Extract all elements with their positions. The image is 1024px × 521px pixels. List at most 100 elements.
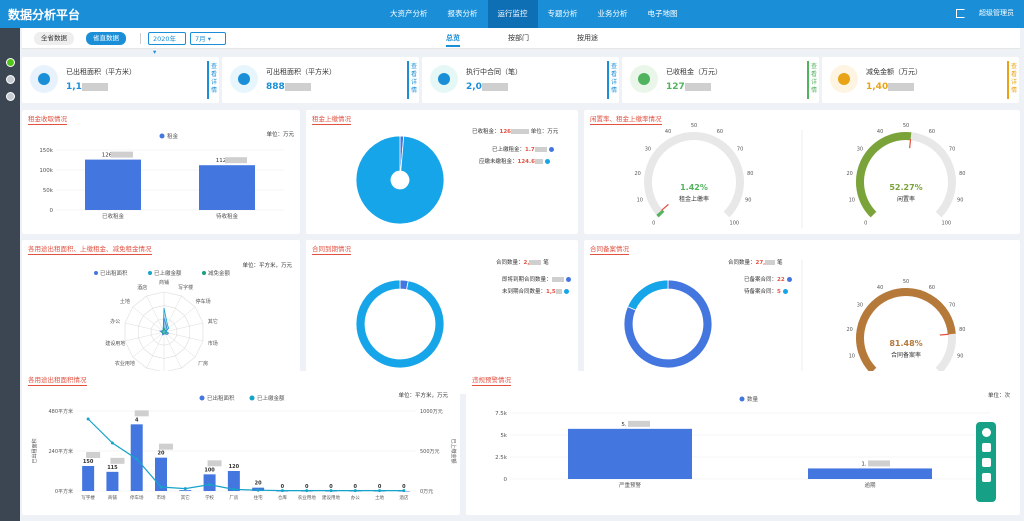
warning-panel: 违规预警情况 数量 0 2.5k 5k 7.5k 5. 严重预警 1. 逾期 单位：次 bbox=[466, 371, 1020, 515]
help-icon[interactable] bbox=[981, 428, 991, 437]
print-icon[interactable] bbox=[981, 473, 991, 482]
x-tick-label: 酒店 bbox=[399, 494, 408, 501]
calendar-icon[interactable] bbox=[981, 458, 991, 467]
masked-value bbox=[207, 460, 222, 467]
kpi-icon-inner bbox=[238, 73, 250, 85]
tab-by-department[interactable]: 按部门 bbox=[508, 34, 529, 42]
province-data-button[interactable]: 省直数据 bbox=[86, 32, 126, 45]
gauge-tick-label: 90 bbox=[957, 198, 963, 204]
radar-axis-label: 商铺 bbox=[159, 279, 169, 286]
legend-label: 租金 bbox=[167, 132, 179, 140]
top-bar: 数据分析平台 大资产分析 报表分析 运行监控 专题分析 业务分析 电子地图 超级管理员 bbox=[0, 0, 1024, 28]
nav-item-4[interactable]: 业务分析 bbox=[597, 9, 628, 18]
gauge-tick-label: 10 bbox=[849, 354, 855, 360]
radar-axis bbox=[124, 322, 165, 333]
paid-label: 已上缴租金： bbox=[492, 147, 526, 153]
bar-value-label: 20 bbox=[255, 481, 262, 487]
gauge-tick-label: 50 bbox=[903, 279, 909, 285]
y-tick-label: 150k bbox=[39, 148, 53, 154]
y-tick-label: 240平方米 bbox=[48, 448, 73, 455]
y-tick-label: 1000万元 bbox=[420, 409, 443, 415]
paid-value: 1.7 bbox=[525, 147, 535, 153]
radar-series bbox=[161, 326, 167, 335]
contract-filed: 已备案合同：22 bbox=[744, 275, 792, 283]
nav-item-0[interactable]: 大资产分析 bbox=[390, 9, 428, 18]
y-axis-label: 已上缴金额 bbox=[450, 438, 457, 463]
warning-unit: 单位：次 bbox=[987, 393, 1010, 399]
rent-submit-unit: 单位：万元 bbox=[530, 129, 559, 135]
masked-value bbox=[111, 151, 133, 158]
rail-more-icon[interactable] bbox=[5, 75, 15, 84]
rail-chat-icon[interactable] bbox=[5, 58, 15, 67]
legend-swatch bbox=[202, 271, 206, 275]
y-tick-label: 0万元 bbox=[420, 489, 433, 495]
user-name[interactable]: 超级管理员 bbox=[979, 9, 1014, 17]
gauge-pointer bbox=[939, 333, 949, 336]
y-tick-label: 7.5k bbox=[495, 411, 508, 417]
left-rail bbox=[0, 28, 20, 521]
x-tick-label: 厂房 bbox=[229, 494, 238, 501]
gauge-tick-label: 100 bbox=[942, 220, 952, 226]
masked-value bbox=[81, 82, 108, 91]
year-select[interactable]: 2020年 ▾ bbox=[148, 32, 186, 56]
gauge-tick-label: 0 bbox=[864, 220, 867, 226]
nav-item-2[interactable]: 运行监控 bbox=[487, 0, 538, 28]
kpi-value-text: 127 bbox=[666, 82, 685, 92]
gauge-label: 合同备案率 bbox=[891, 351, 921, 359]
gauge-tick-label: 30 bbox=[645, 146, 651, 152]
radar-axis bbox=[163, 331, 196, 358]
contract-expire-chart bbox=[355, 279, 445, 369]
contract-file-count: 合同数量：27, 笔 bbox=[728, 258, 783, 266]
radar-axis-label: 写字楼 bbox=[178, 284, 193, 291]
kpi-detail-link[interactable]: 查看详情 bbox=[407, 61, 419, 99]
month-select[interactable]: 7月 ▾ bbox=[190, 32, 226, 45]
kpi-icon-inner bbox=[38, 73, 50, 85]
month-value: 7月 bbox=[195, 35, 206, 43]
legend-swatch bbox=[739, 396, 745, 402]
unfiled-dot bbox=[782, 289, 788, 294]
gauge-tick-label: 40 bbox=[877, 129, 883, 135]
tab-overview[interactable]: 总览 bbox=[446, 33, 460, 47]
x-tick-label: 逾期 bbox=[864, 481, 876, 489]
bar bbox=[808, 468, 932, 479]
masked-value bbox=[284, 82, 311, 91]
y-tick-label: 480平方米 bbox=[48, 408, 73, 415]
pie-slice bbox=[627, 279, 669, 311]
bar-value-label: 20 bbox=[158, 451, 165, 457]
bar-value-label: 1. bbox=[861, 461, 866, 467]
kpi-detail-link[interactable]: 查看详情 bbox=[207, 61, 219, 99]
nav-item-5[interactable]: 电子地图 bbox=[647, 9, 678, 18]
y-tick-label: 500万元 bbox=[420, 449, 440, 455]
kpi-detail-link[interactable]: 查看详情 bbox=[607, 61, 619, 99]
expired-value: 1,5 bbox=[546, 289, 556, 295]
nav-item-3[interactable]: 专题分析 bbox=[547, 9, 578, 18]
paid-dot bbox=[548, 147, 554, 152]
kpi-value: 1,1 bbox=[66, 82, 108, 92]
gauge-tick-label: 40 bbox=[665, 129, 671, 135]
x-tick-label: 待收租金 bbox=[216, 212, 239, 220]
masked-value bbox=[529, 260, 542, 265]
calculator-icon[interactable] bbox=[981, 443, 991, 452]
all-data-button[interactable]: 全省数据 bbox=[34, 32, 74, 45]
legend-swatch bbox=[249, 395, 255, 401]
kpi-card: 已收租金（万元） 127 查看详情 bbox=[622, 57, 819, 103]
pie-slice bbox=[355, 279, 445, 369]
bar-value-label: 112 bbox=[216, 158, 227, 164]
expired-label: 未到期合同数量： bbox=[502, 289, 547, 295]
kpi-detail-link[interactable]: 查看详情 bbox=[1007, 61, 1019, 99]
legend-swatch bbox=[94, 271, 98, 275]
exit-icon[interactable] bbox=[956, 8, 965, 18]
tab-by-use[interactable]: 按用途 bbox=[577, 34, 598, 42]
radar-axis bbox=[163, 295, 182, 333]
contract-unfiled: 待备案合同：5 bbox=[744, 287, 788, 295]
file-count-unit: 笔 bbox=[777, 260, 783, 266]
kpi-detail-link[interactable]: 查看详情 bbox=[807, 61, 819, 99]
rail-menu-icon[interactable] bbox=[5, 92, 15, 101]
nav-item-1[interactable]: 报表分析 bbox=[447, 9, 478, 18]
idle-rate-panel: 闲置率、租金上缴率情况 0 10 20 30 40 50 60 70 80 90 100 1.42% 租… bbox=[584, 110, 1020, 234]
x-tick-label: 写字楼 bbox=[81, 494, 95, 501]
radar-axis-label: 农业用地 bbox=[115, 360, 135, 367]
x-tick-label: 市场 bbox=[157, 494, 166, 501]
gauge-value: 1.42% bbox=[680, 183, 708, 192]
toolbar-divider bbox=[140, 33, 141, 44]
